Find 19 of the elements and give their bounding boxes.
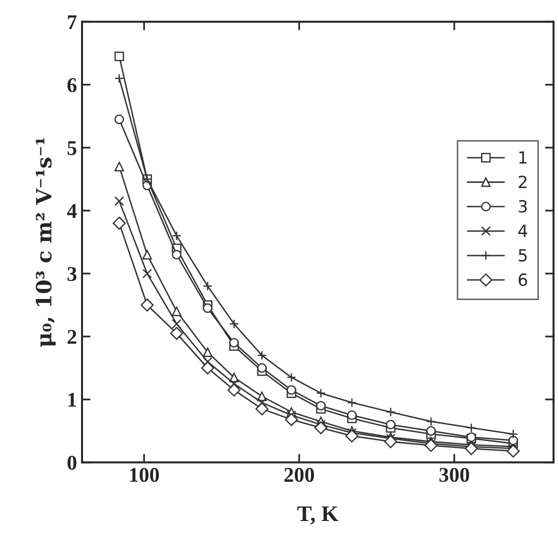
y-tick-label: 1 bbox=[68, 392, 76, 407]
y-tick-label: 3 bbox=[68, 266, 76, 281]
y-tick-label: 6 bbox=[67, 78, 77, 92]
legend-label: 3 bbox=[518, 200, 527, 213]
y-axis-title: μ₀, 10³ c m² V⁻¹s⁻¹ bbox=[36, 138, 56, 347]
y-tick-label: 7 bbox=[68, 15, 77, 29]
legend-label: 1 bbox=[519, 151, 527, 164]
y-tick-label: 0 bbox=[68, 456, 76, 470]
x-tick-label: 300 bbox=[439, 468, 470, 482]
x-axis-title: T, K bbox=[297, 506, 338, 524]
y-tick-label: 5 bbox=[68, 141, 76, 156]
y-tick-label: 2 bbox=[68, 330, 76, 344]
legend-label: 2 bbox=[518, 176, 526, 188]
x-tick-label: 200 bbox=[284, 468, 314, 482]
x-tick-label: 100 bbox=[130, 468, 159, 482]
legend-label: 6 bbox=[518, 273, 528, 286]
y-tick-label: 4 bbox=[67, 204, 77, 218]
legend-label: 4 bbox=[518, 224, 528, 237]
legend-label: 5 bbox=[518, 249, 527, 262]
